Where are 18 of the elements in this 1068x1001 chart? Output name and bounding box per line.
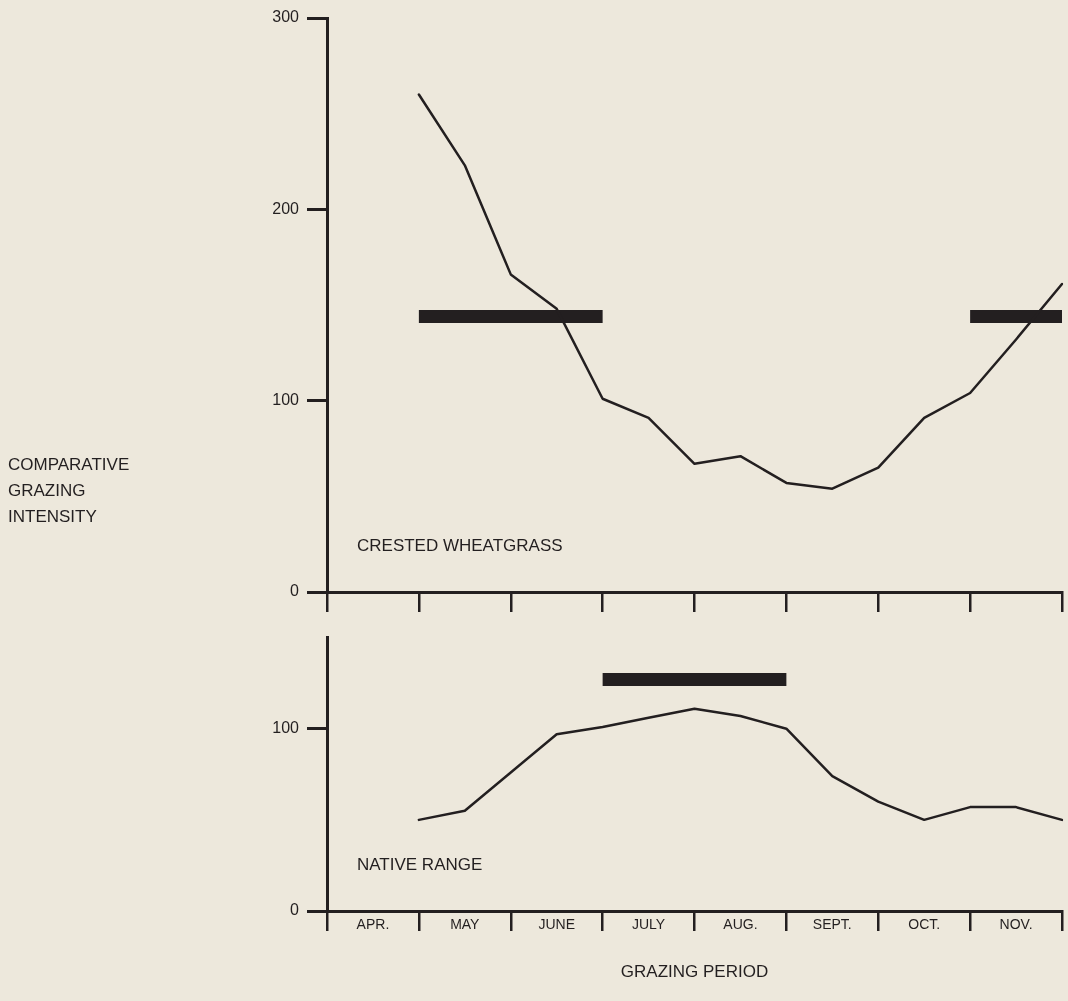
y-tick-label: 100: [272, 719, 300, 737]
y-tick-label: 300: [272, 8, 300, 26]
y-axis-title: COMPARATIVE GRAZING INTENSITY: [8, 454, 130, 528]
x-tick-label: JUNE: [538, 916, 575, 933]
x-tick-label: MAY: [450, 916, 481, 933]
x-tick-label: JULY: [631, 916, 666, 933]
text: CRESTED WHEATGRASS: [357, 535, 563, 555]
y-tick-label: 200: [272, 199, 300, 217]
x-tick-label: AUG.: [723, 916, 758, 933]
x-tick-label: SEPT.: [812, 916, 852, 933]
x-tick-label: APR.: [356, 916, 390, 933]
y-tick-label: 100: [272, 391, 300, 409]
x-tick-label: OCT.: [908, 916, 941, 933]
x-axis-title: GRAZING PERIOD: [619, 962, 770, 982]
x-tick-label: NOV.: [999, 916, 1033, 933]
y-tick-label: 0: [290, 582, 300, 600]
y-tick-label: 0: [290, 901, 300, 919]
text: NATIVE RANGE: [357, 854, 483, 874]
